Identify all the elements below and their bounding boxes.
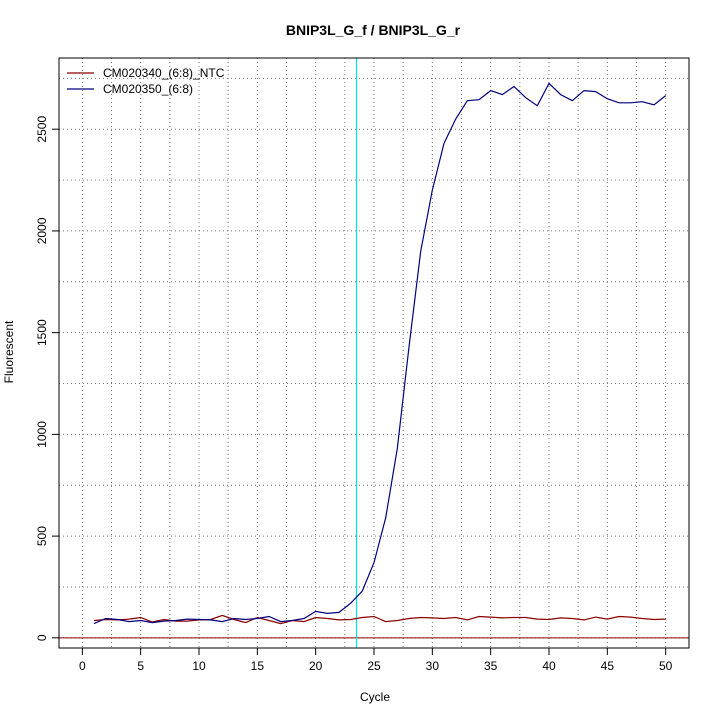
x-axis-label: Cycle xyxy=(360,690,390,704)
x-axis: 0 5 10 15 20 25 30 35 40 45 50 xyxy=(79,648,673,673)
x-tick-label: 15 xyxy=(251,659,265,673)
legend: CM020340_(6:8)_NTC CM020350_(6:8) xyxy=(67,66,225,96)
y-axis: 0 500 1000 1500 2000 2500 xyxy=(35,116,59,641)
x-tick-label: 5 xyxy=(137,659,144,673)
x-tick-label: 30 xyxy=(426,659,440,673)
y-tick-label: 2500 xyxy=(35,116,49,143)
y-tick-label: 0 xyxy=(35,634,49,641)
x-tick-label: 40 xyxy=(542,659,556,673)
series-line-2 xyxy=(93,82,667,625)
y-axis-label: Fluorescent xyxy=(2,320,16,383)
x-tick-label: 0 xyxy=(79,659,86,673)
y-tick-label: 500 xyxy=(35,526,49,546)
x-tick-label: 20 xyxy=(309,659,323,673)
x-tick-label: 25 xyxy=(367,659,381,673)
y-tick-label: 1000 xyxy=(35,421,49,448)
legend-label-1: CM020340_(6:8)_NTC xyxy=(103,66,225,80)
chart-title: BNIP3L_G_f / BNIP3L_G_r xyxy=(286,22,461,38)
series-line-1 xyxy=(93,614,666,625)
legend-label-2: CM020350_(6:8) xyxy=(103,82,193,96)
x-tick-label: 50 xyxy=(659,659,673,673)
grid-layer xyxy=(59,58,689,648)
x-tick-label: 35 xyxy=(484,659,498,673)
series-layer xyxy=(93,82,667,625)
x-tick-label: 10 xyxy=(192,659,206,673)
x-tick-label: 45 xyxy=(601,659,615,673)
y-tick-label: 2000 xyxy=(35,217,49,244)
reference-lines xyxy=(59,58,689,648)
y-tick-label: 1500 xyxy=(35,319,49,346)
